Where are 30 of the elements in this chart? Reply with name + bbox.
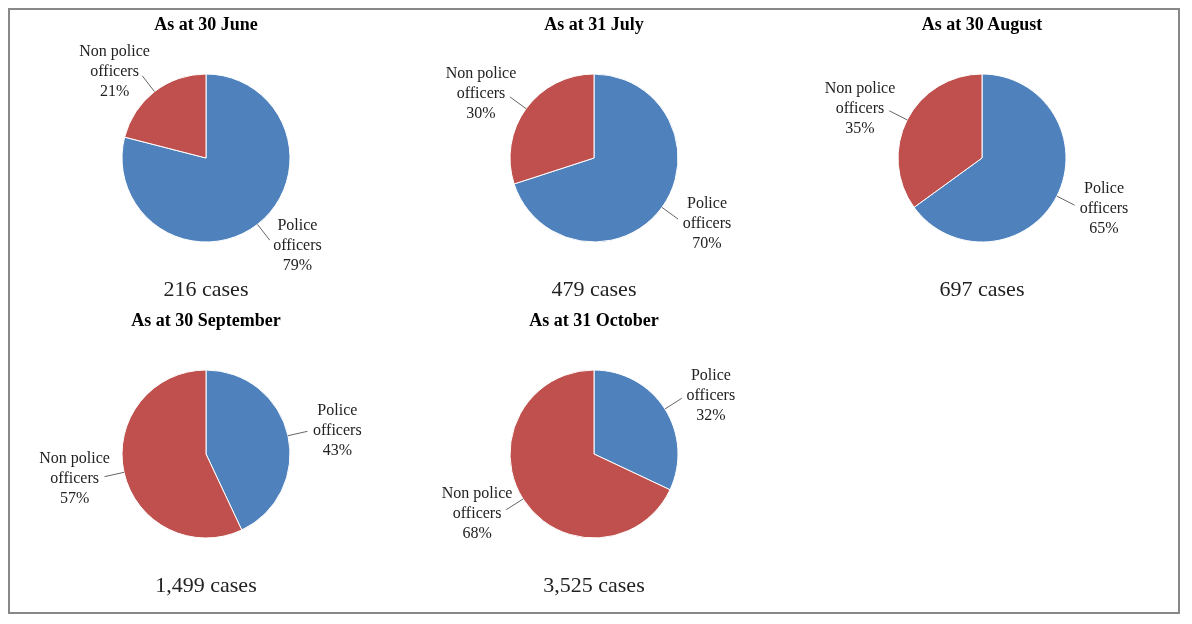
text: 479 cases <box>551 276 637 302</box>
data-label: 21% <box>99 82 130 100</box>
chart-title: As at 30 June <box>154 14 258 36</box>
slice-label: Non police officers <box>79 42 150 80</box>
slice-label: Non police officers <box>441 483 513 521</box>
chart-title: As at 30 August <box>921 14 1043 36</box>
text: 3,525 cases <box>543 572 645 598</box>
text: 216 cases <box>163 276 249 302</box>
text: 1,499 cases <box>155 572 257 598</box>
slice-label: Non police officers <box>39 449 110 486</box>
slice-label: Police officers <box>313 401 362 438</box>
chart-title: As at 31 July <box>544 14 644 36</box>
chart-title: As at 31 October <box>529 310 659 332</box>
data-label: 70% <box>692 233 722 251</box>
data-label: 65% <box>1089 218 1119 236</box>
slice-label: Police officers <box>273 215 322 253</box>
data-label: 43% <box>322 441 353 458</box>
text: 697 cases <box>939 276 1025 302</box>
chart-title: As at 30 September <box>131 310 281 332</box>
slice-label: Non police officers <box>824 79 896 117</box>
data-label: 57% <box>59 489 90 506</box>
data-label: 79% <box>282 255 313 273</box>
data-label: 35% <box>845 119 875 137</box>
slice-label: Police officers <box>686 366 736 404</box>
slice-label: Non police officers <box>445 64 517 102</box>
slice-label: Police officers <box>1079 178 1129 216</box>
data-label: 30% <box>466 104 496 122</box>
data-label: 68% <box>462 523 492 541</box>
slice-label: Police officers <box>682 193 732 231</box>
data-label: 32% <box>696 406 726 424</box>
